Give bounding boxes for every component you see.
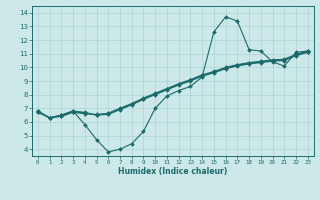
X-axis label: Humidex (Indice chaleur): Humidex (Indice chaleur) [118,167,228,176]
